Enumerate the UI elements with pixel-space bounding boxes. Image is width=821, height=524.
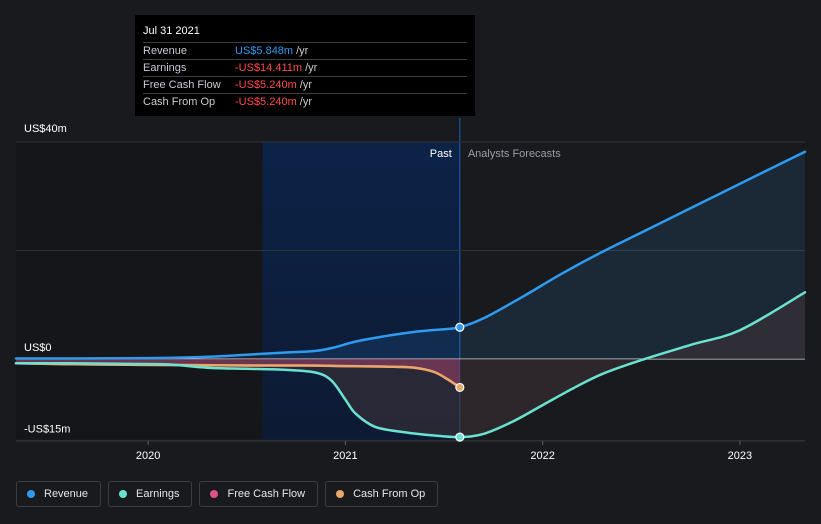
x-tick-label: 2020 [136,450,160,462]
tooltip-row-revenue: Revenue US$5.848m /yr [143,42,467,59]
tooltip-value: -US$14.411m [235,62,303,74]
legend-dot-icon [27,490,35,498]
legend-item-revenue[interactable]: Revenue [16,481,102,507]
legend-item-earnings[interactable]: Earnings [108,481,193,507]
tooltip-unit: /yr [305,62,318,74]
tooltip-date: Jul 31 2021 [143,25,200,37]
legend-dot-icon [210,490,219,498]
tooltip-row-free-cash-flow: Free Cash Flow -US$5.240m /yr [143,76,467,93]
y-tick-label: US$0 [24,342,52,354]
series-marker-cash-from-op [455,382,465,393]
legend-item-cash-from-op[interactable]: Cash From Op [325,481,439,507]
legend-label: Revenue [44,488,89,500]
legend-dot-icon [119,490,128,498]
tooltip-unit: /yr [299,79,312,91]
revenue-area [16,151,805,359]
past-label: Past [430,148,452,160]
earnings-area [16,292,805,438]
earnings-area-tint [16,292,805,438]
x-tick-label: 2022 [530,450,554,462]
tooltip-label: Free Cash Flow [143,79,221,91]
legend: Revenue Earnings Free Cash Flow Cash Fro… [16,481,439,509]
tooltip-label: Earnings [143,62,187,74]
forecast-label: Analysts Forecasts [468,148,561,160]
tooltip-unit: /yr [299,96,312,108]
tooltip-row-cash-from-op: Cash From Op -US$5.240m /yr [143,93,467,110]
tooltip-row-earnings: Earnings -US$14.411m /yr [143,59,467,76]
series-line-earnings [14,291,807,439]
legend-dot-icon [336,490,345,498]
legend-label: Free Cash Flow [227,488,306,500]
series-line-revenue [14,150,807,360]
legend-label: Cash From Op [353,488,426,500]
series-marker-revenue [455,322,465,332]
tooltip-label: Revenue [143,45,188,57]
x-tick-label: 2021 [333,450,357,462]
y-tick-label: US$40m [24,123,67,135]
legend-label: Earnings [136,488,180,500]
series-marker-earnings [455,432,465,442]
tooltip-value: US$5.848m [235,45,294,57]
y-tick-label: -US$15m [24,423,70,435]
x-tick-label: 2023 [728,450,752,462]
tooltip-value: -US$5.240m [235,79,297,91]
legend-item-free-cash-flow[interactable]: Free Cash Flow [199,481,319,507]
tooltip-label: Cash From Op [143,96,216,108]
tooltip-unit: /yr [296,45,309,57]
tooltip: Jul 31 2021 Revenue US$5.848m /yr Earnin… [135,15,475,116]
tooltip-value: -US$5.240m [235,96,297,108]
